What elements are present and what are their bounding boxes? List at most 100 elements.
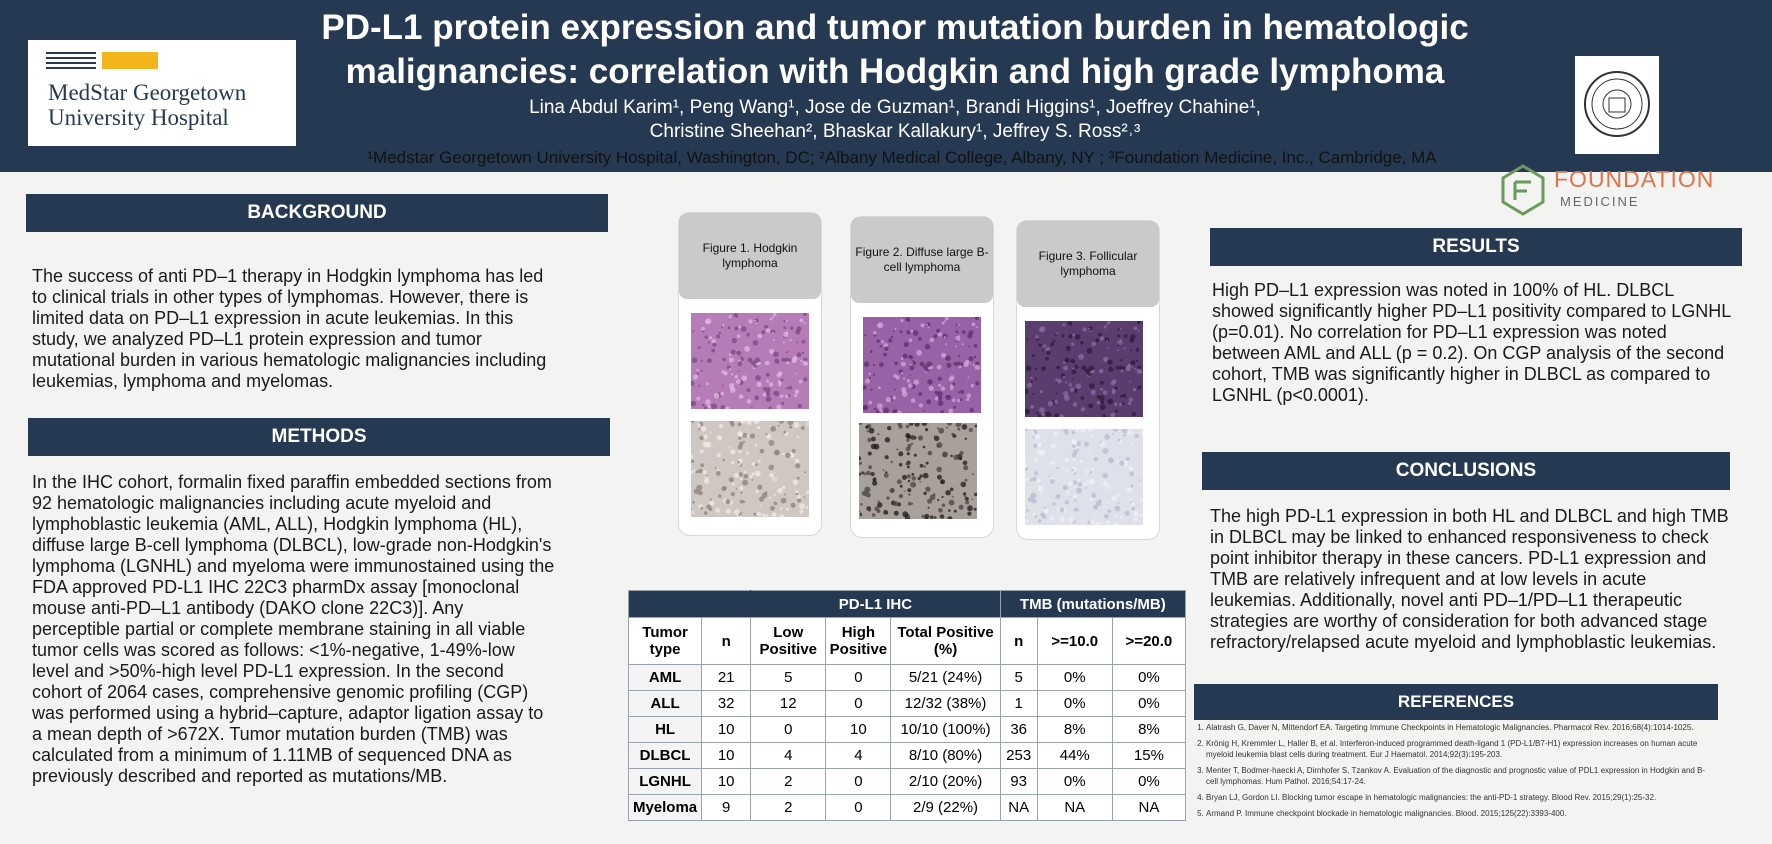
medstar-logo: MedStar Georgetown University Hospital [28,40,296,146]
figure-2-label: Figure 2. Diffuse large B-cell lymphoma [851,217,993,303]
figure-2-he-image [861,316,981,416]
table-cell: NA [999,794,1038,821]
table-cell: 10/10 (100%) [890,716,1001,743]
col-tmb-20: >=20.0 [1111,617,1187,665]
foundation-subtitle: MEDICINE [1560,194,1640,209]
methods-line: previously described and reported as mut… [32,766,448,786]
figure-3-label: Figure 3. Follicular lymphoma [1017,221,1159,307]
table-cell: 5/21 (24%) [890,664,1001,691]
foundation-hexagon-icon [1501,164,1545,216]
table-cell: 9 [701,794,752,821]
table-cell: 0 [825,664,892,691]
figure-3-card: Figure 3. Follicular lymphoma [1016,220,1160,540]
table-cell: 0% [1111,664,1187,691]
table-cell: 5 [750,664,827,691]
results-line: (p=0.01). No correlation for PD–L1 expre… [1212,322,1667,342]
title-line-1: PD-L1 protein expression and tumor mutat… [321,8,1469,47]
background-heading: BACKGROUND [26,194,608,232]
table-cell: 10 [701,742,752,769]
seal-icon [1584,71,1650,137]
background-line: The success of anti PD–1 therapy in Hodg… [32,266,544,286]
table-cell: 2 [750,794,827,821]
col-tumor-type: Tumor type [627,617,703,665]
table-row: LGNHL 10 2 0 2/10 (20%) 93 0% 0% [627,768,1187,795]
table-header-row: Tumor type n Low Positive High Positive … [627,617,1187,665]
reference-item: Alatrash G, Daver N, Mittendorf EA. Targ… [1206,722,1714,733]
poster-title: PD-L1 protein expression and tumor mutat… [300,6,1490,94]
logo-line-2: University Hospital [48,105,229,130]
methods-line: calculated from a minimum of 1.11MB of s… [32,745,512,765]
references-list: Alatrash G, Daver N, Mittendorf EA. Targ… [1192,722,1714,824]
methods-line: a mean depth of >672X. Tumor mutation bu… [32,724,508,744]
table-row: HL 10 0 10 10/10 (100%) 36 8% 8% [627,716,1187,743]
background-line: to clinical trials in other types of lym… [32,287,529,307]
group-header-pdl1-ihc: PD-L1 IHC [750,590,1001,618]
table-cell: NA [1111,794,1187,821]
references-heading: REFERENCES [1194,684,1718,720]
methods-text: In the IHC cohort, formalin fixed paraff… [32,472,622,787]
table-cell: 8% [1036,716,1113,743]
pdl1-tmb-table: PD-L1 IHC TMB (mutations/MB) Tumor type … [627,590,1187,821]
results-line: High PD–L1 expression was noted in 100% … [1212,280,1675,300]
table-cell: 4 [825,742,892,769]
methods-line: perceptible partial or complete membrane… [32,619,526,639]
methods-line: tumor cells was scored as follows: <1%-n… [32,640,515,660]
methods-line: cohort of 2064 cases, comprehensive geno… [32,682,529,702]
table-cell: 0 [825,768,892,795]
conclusions-line: in DLBCL may be linked to enhanced respo… [1210,527,1709,547]
row-label: HL [627,716,703,743]
table-cell: 253 [999,742,1038,769]
results-text: High PD–L1 expression was noted in 100% … [1212,280,1752,406]
table-row: Myeloma 9 2 0 2/9 (22%) NA NA NA [627,794,1187,821]
conclusions-line: refractory/relapsed acute myeloid and ly… [1210,632,1717,652]
poster-header: MedStar Georgetown University Hospital P… [0,0,1772,172]
table-cell: 0 [825,690,892,717]
col-low-positive: Low Positive [750,617,827,665]
table-cell: 0% [1036,690,1113,717]
conclusions-line: point inhibitor therapy in these cancers… [1210,548,1707,568]
background-line: study, we analyzed PD–L1 protein express… [32,329,482,349]
background-line: mutational burden in various hematologic… [32,350,547,370]
results-line: cohort, TMB was significantly higher in … [1212,364,1711,384]
methods-line: In the IHC cohort, formalin fixed paraff… [32,472,552,492]
table-cell: 0% [1036,664,1113,691]
figure-1-card: Figure 1. Hodgkin lymphoma [678,212,822,536]
figure-1-he-image [689,312,809,412]
results-line: LGNHL (p<0.0001). [1212,385,1369,405]
table-cell: 93 [999,768,1038,795]
table-cell: 10 [701,768,752,795]
results-line: between AML and ALL (p = 0.2). On CGP an… [1212,343,1725,363]
col-total-positive: Total Positive (%) [890,617,1001,665]
results-heading: RESULTS [1210,228,1742,266]
table-cell: 10 [701,716,752,743]
table-cell: 2/10 (20%) [890,768,1001,795]
table-cell: 2/9 (22%) [890,794,1001,821]
group-header-tmb: TMB (mutations/MB) [999,590,1187,618]
table-cell: 0% [1036,768,1113,795]
table-cell: 5 [999,664,1038,691]
figure-1-label: Figure 1. Hodgkin lymphoma [679,213,821,299]
authors-line-1: Lina Abdul Karim¹, Peng Wang¹, Jose de G… [529,97,1261,118]
table-cell: 0 [750,716,827,743]
figure-3-ihc-image [1023,426,1144,528]
affiliations: ¹Medstar Georgetown University Hospital,… [367,148,1437,167]
table-cell: 36 [999,716,1038,743]
methods-line: mouse anti-PD–L1 antibody (DAKO clone 22… [32,598,464,618]
reference-item: Krönig H, Kremmler L, Haller B, et al. I… [1206,738,1714,760]
background-line: leukemias, lymphoma and myelomas. [32,371,334,391]
row-label: LGNHL [627,768,703,795]
foundation-name: FOUNDATION [1554,166,1715,192]
figure-2-card: Figure 2. Diffuse large B-cell lymphoma [850,216,994,538]
table-row: AML 21 5 0 5/21 (24%) 5 0% 0% [627,664,1187,691]
methods-heading: METHODS [28,418,610,456]
logo-line-1: MedStar Georgetown [48,80,247,105]
conclusions-heading: CONCLUSIONS [1202,452,1730,490]
table-cell: 32 [701,690,752,717]
methods-line: lymphoma (LGNHL) and myeloma were immuno… [32,556,555,576]
title-line-2: malignancies: correlation with Hodgkin a… [345,52,1445,91]
figure-1-ihc-image [689,418,810,520]
table-cell: 44% [1036,742,1113,769]
methods-line: was performed using a hybrid–capture, ad… [32,703,544,723]
methods-line: level and >50%-high level PD-L1 expressi… [32,661,504,681]
author-list: Lina Abdul Karim¹, Peng Wang¹, Jose de G… [310,96,1480,144]
